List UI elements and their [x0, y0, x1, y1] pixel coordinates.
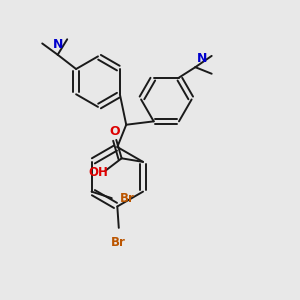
Text: N: N: [197, 52, 207, 65]
Text: Br: Br: [120, 192, 135, 205]
Text: N: N: [53, 38, 64, 51]
Text: O: O: [110, 124, 120, 137]
Text: Br: Br: [111, 236, 126, 249]
Text: OH: OH: [89, 166, 109, 179]
